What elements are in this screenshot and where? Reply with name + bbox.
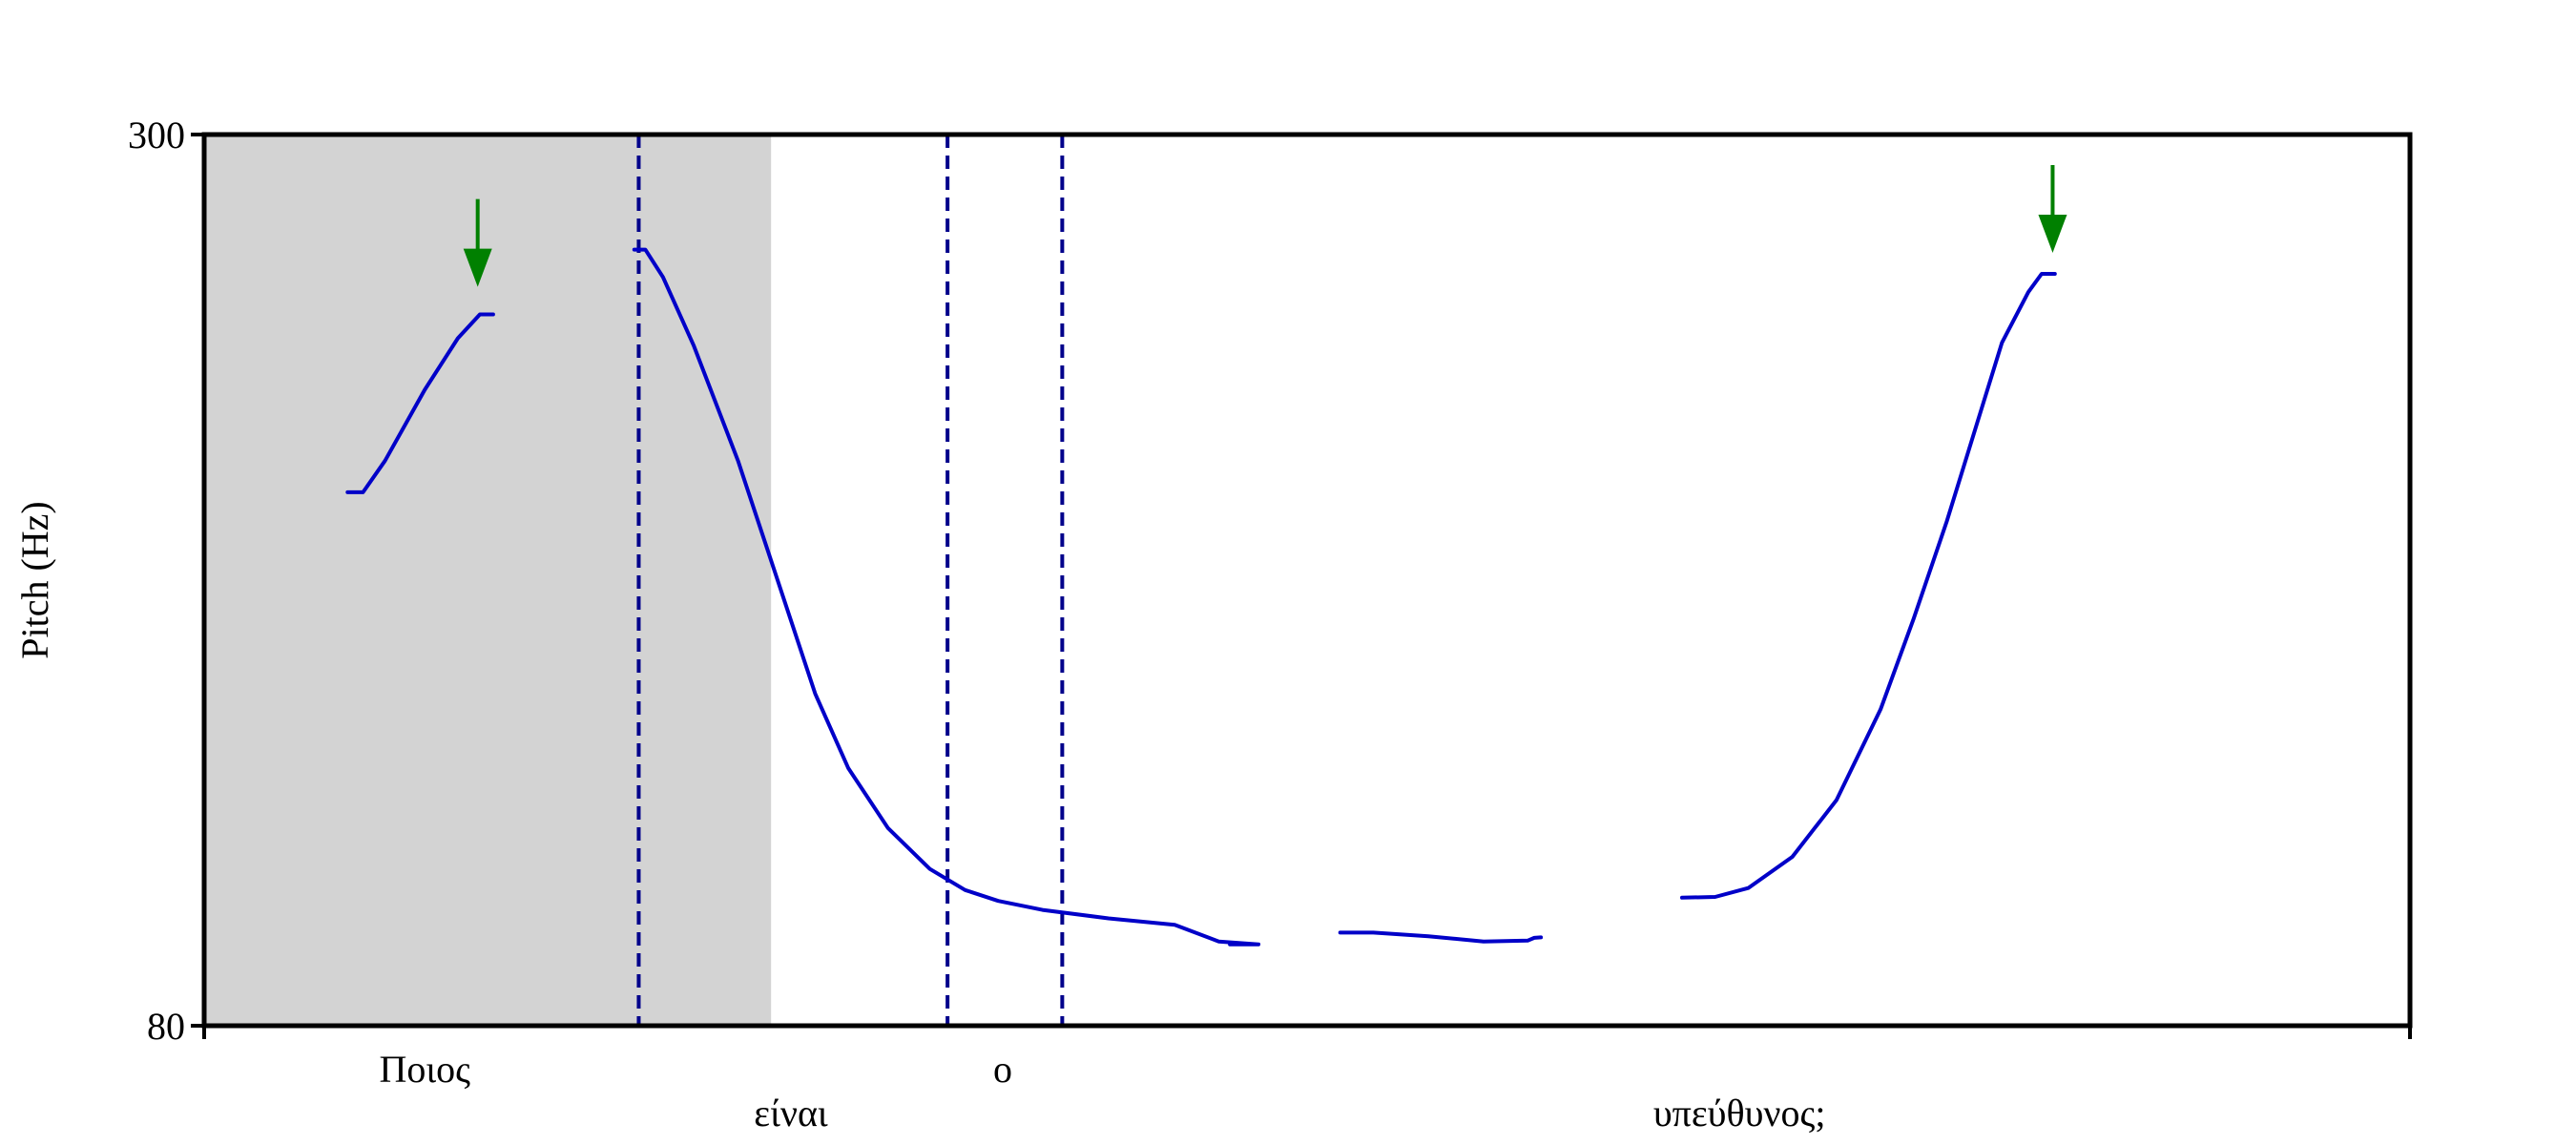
pitch-contour-segment bbox=[1338, 930, 1544, 944]
boundary-layer bbox=[636, 135, 1065, 1026]
arrow-head bbox=[2038, 214, 2067, 253]
plot-frame bbox=[201, 132, 2413, 1029]
peak-arrow-marker bbox=[2038, 164, 2067, 253]
y-tick-label: 300 bbox=[128, 114, 185, 156]
tick-layer: 300 80 bbox=[128, 114, 2412, 1048]
background-layer bbox=[204, 135, 772, 1026]
highlight-region bbox=[204, 135, 772, 1026]
marker-layer bbox=[463, 164, 2067, 287]
series-layer bbox=[345, 247, 2057, 947]
word-label: είναι bbox=[754, 1092, 828, 1135]
peak-arrow-marker bbox=[463, 198, 492, 287]
word-label: Ποιος bbox=[379, 1048, 470, 1091]
pitch-contour-segment bbox=[632, 247, 1261, 947]
pitch-contour-segment bbox=[1680, 272, 2057, 900]
y-tick-label: 80 bbox=[147, 1005, 185, 1048]
y-axis-title: Pitch (Hz) bbox=[13, 501, 56, 659]
word-label: ο bbox=[993, 1048, 1012, 1091]
pitch-contour-segment bbox=[345, 312, 495, 494]
arrow-head bbox=[463, 248, 492, 287]
word-label: υπεύθυνος; bbox=[1653, 1092, 1826, 1135]
word-layer: Ποιος είναι ο υπεύθυνος; bbox=[379, 1048, 1825, 1135]
